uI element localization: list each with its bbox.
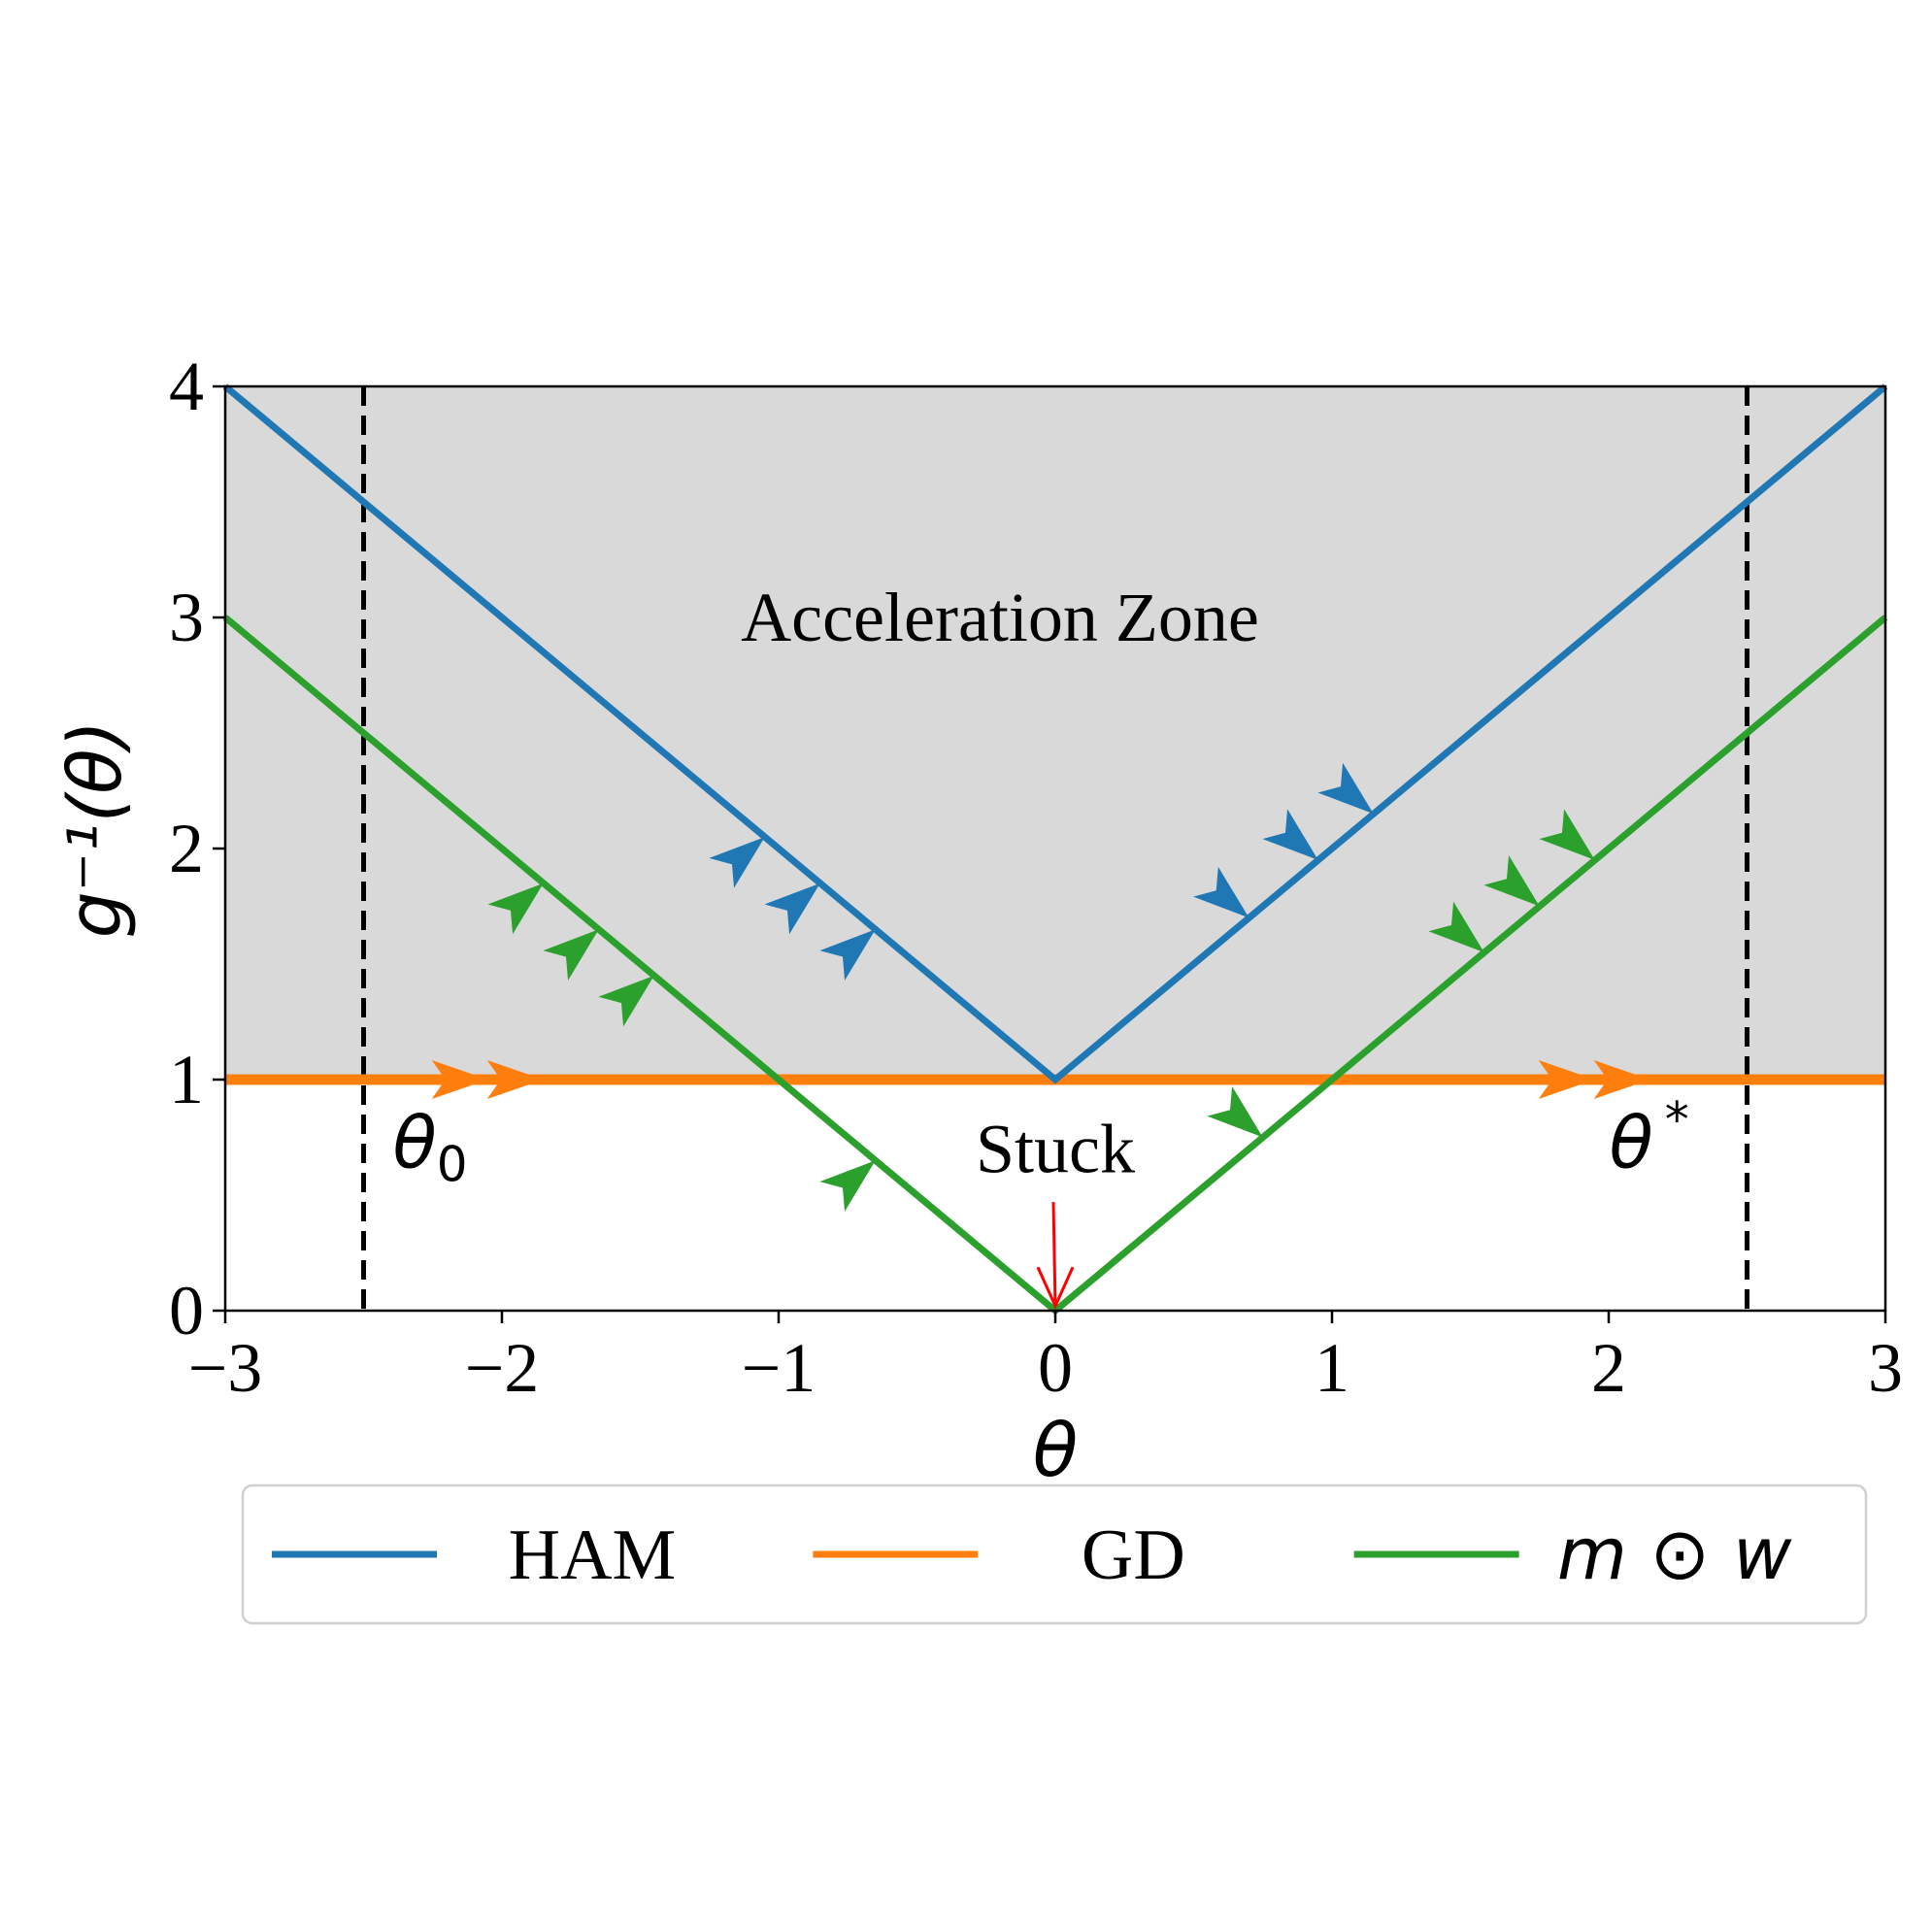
acceleration-zone-label: Acceleration Zone: [741, 579, 1259, 656]
arrow-1-0: [431, 1060, 488, 1099]
arrow-2-6: [1483, 854, 1540, 907]
theta-star-label: θ *: [1610, 1091, 1689, 1184]
y-tick-label-4: 4: [169, 348, 204, 425]
legend-label-1: GD: [1082, 1516, 1185, 1595]
y-tick-label-3: 3: [169, 579, 204, 656]
arrow-2-7: [1539, 809, 1595, 860]
arrow-2-4: [1207, 1085, 1263, 1138]
arrow-2-2: [598, 975, 654, 1027]
x-axis-label: θ: [1033, 1407, 1079, 1493]
x-tick-label-5: 2: [1591, 1329, 1626, 1407]
stuck-arrow-shaft: [1051, 1202, 1057, 1307]
acceleration-zone-region: [225, 386, 1885, 1080]
y-tick-label-2: 2: [169, 810, 204, 887]
x-tick-label-2: −1: [742, 1329, 816, 1407]
theta-zero-label: θ0: [393, 1101, 468, 1192]
arrow-2-5: [1428, 901, 1484, 953]
x-tick-label-0: −3: [188, 1329, 263, 1407]
arrow-2-3: [819, 1160, 876, 1212]
x-tick-label-3: 0: [1038, 1329, 1073, 1407]
stuck-arrow: [1036, 1202, 1075, 1310]
axis-ticks: −3 −2 −1 0 1 2 3 0 1 2 3 4: [169, 348, 1903, 1407]
arrow-2-1: [543, 929, 599, 981]
x-tick-label-4: 1: [1315, 1329, 1349, 1407]
y-tick-label-1: 1: [169, 1041, 204, 1118]
arrow-1-2: [1538, 1060, 1595, 1099]
legend-entries: HAM GD m ⊙ w: [272, 1513, 1792, 1596]
theta-zero-main: θ: [393, 1101, 437, 1184]
stuck-arrow-head: [1036, 1266, 1075, 1310]
arrow-2-0: [487, 883, 544, 935]
y-axis-label: g⁻¹(θ): [51, 720, 138, 939]
arrow-0-5: [1317, 762, 1374, 815]
stuck-annotation: Stuck: [976, 1110, 1135, 1187]
arrow-0-0: [709, 837, 765, 888]
theta-zero-subscript: 0: [437, 1136, 468, 1192]
arrow-0-2: [819, 929, 876, 981]
y-tick-label-0: 0: [169, 1272, 204, 1349]
legend-label-2: m ⊙ w: [1557, 1513, 1792, 1596]
arrow-0-3: [1193, 866, 1249, 918]
theta-star-main: θ: [1610, 1101, 1653, 1184]
theta-star-superscript: *: [1665, 1091, 1689, 1148]
series-arrows: [431, 762, 1650, 1212]
x-tick-label-6: 3: [1868, 1329, 1903, 1407]
arrow-1-1: [486, 1060, 544, 1099]
arrow-0-4: [1262, 809, 1318, 860]
x-tick-label-1: −2: [465, 1329, 540, 1407]
arrow-0-1: [764, 883, 820, 935]
legend-label-0: HAM: [509, 1516, 677, 1595]
series-line-0: [222, 383, 1888, 1084]
reference-lines: [361, 386, 1749, 1311]
legend-box: [241, 1483, 1868, 1625]
arrow-1-3: [1593, 1060, 1650, 1099]
legend: HAM GD m ⊙ w: [241, 1483, 1868, 1625]
